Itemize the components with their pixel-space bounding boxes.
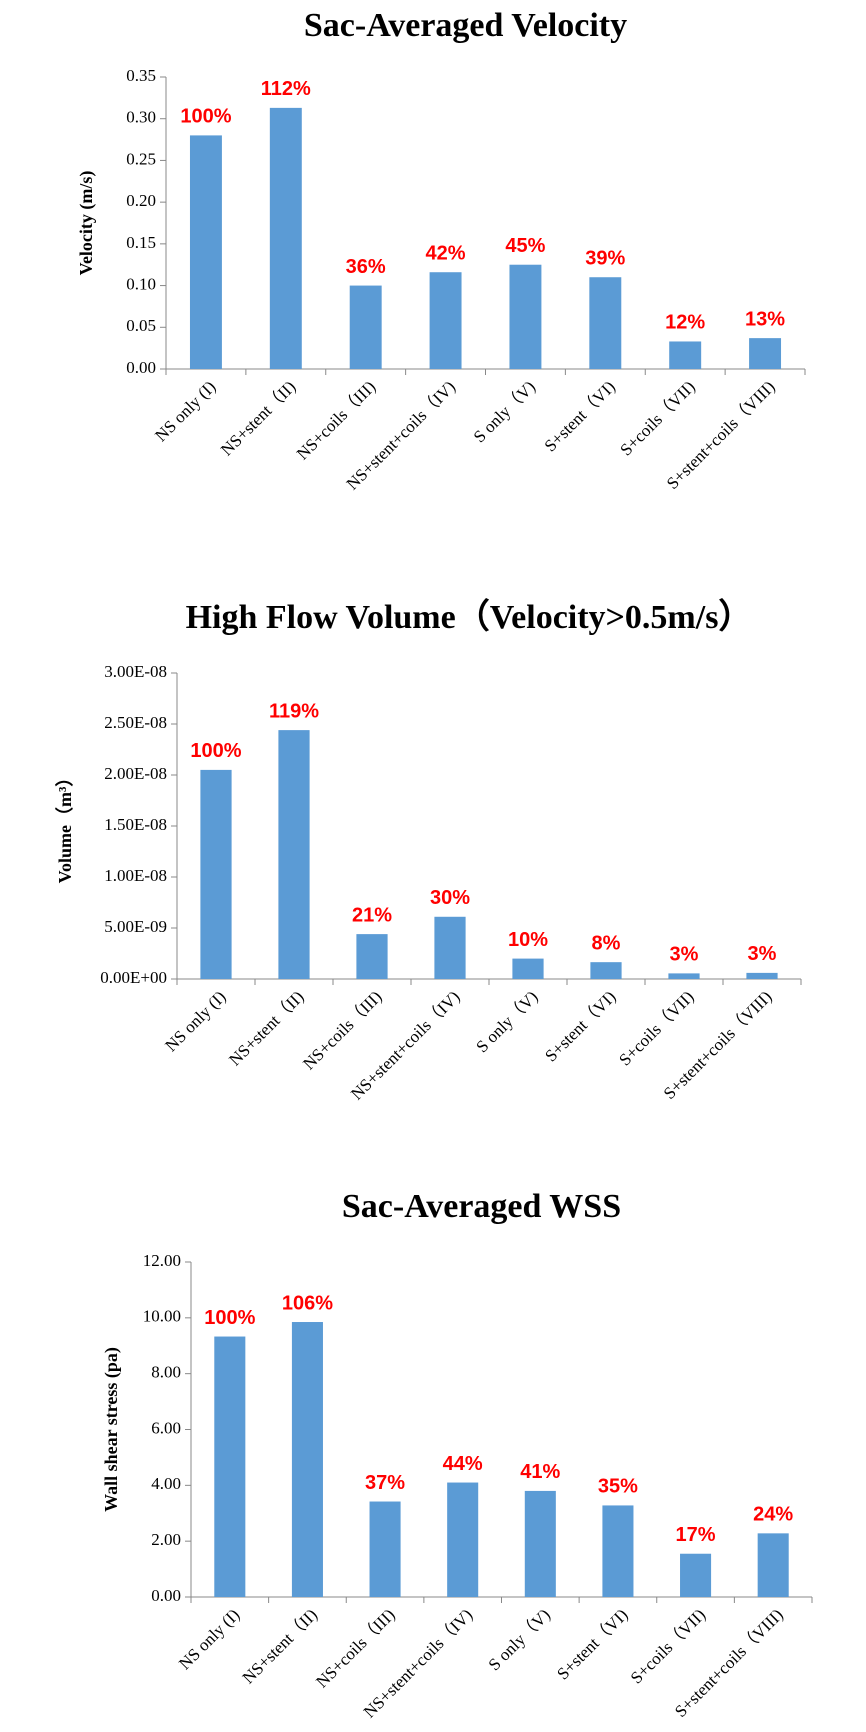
bar — [189, 135, 222, 369]
x-tick-label: NS+coils（III) — [293, 377, 379, 463]
x-tick-label: NS+coils（III) — [299, 987, 385, 1073]
bar-label: 42% — [426, 243, 466, 265]
y-axis-label: Volume（m³） — [55, 769, 75, 884]
bar-label: 30% — [430, 887, 470, 909]
bar — [214, 1336, 246, 1597]
x-tick-label: NS only (I) — [151, 377, 219, 445]
bar-label: 3% — [748, 943, 777, 965]
x-tick-label: NS+stent（II) — [239, 1605, 321, 1687]
y-tick-label: 12.00 — [143, 1251, 181, 1270]
bar — [668, 973, 700, 979]
x-tick-label: S+coils（VII) — [615, 987, 697, 1069]
x-tick-label: S+stent（VI) — [541, 377, 619, 455]
y-tick-label: 0.10 — [126, 274, 156, 293]
chart-title: High Flow Volume（Velocity>0.5m/s） — [186, 597, 753, 636]
chart-title: Sac-Averaged WSS — [342, 1188, 621, 1225]
bar-label: 100% — [190, 740, 241, 762]
y-tick-label: 0.25 — [126, 149, 156, 168]
x-tick-label: S only（V) — [472, 987, 541, 1056]
bar-label: 44% — [443, 1453, 483, 1475]
bar-label: 119% — [269, 700, 319, 722]
bar-label: 106% — [282, 1292, 333, 1314]
bar-label: 100% — [204, 1307, 255, 1329]
bar-label: 3% — [670, 944, 699, 966]
bar — [278, 730, 310, 979]
y-tick-label: 3.00E-08 — [104, 662, 167, 681]
chart-title: Sac-Averaged Velocity — [304, 7, 627, 44]
y-axis-label: Wall shear stress (pa) — [101, 1347, 122, 1512]
bar — [291, 1322, 323, 1597]
bar — [447, 1482, 479, 1597]
bar — [269, 107, 302, 370]
bar-label: 36% — [346, 256, 386, 278]
y-tick-label: 0.35 — [126, 66, 156, 85]
bar — [590, 962, 622, 979]
x-tick-label: S+stent（VI) — [541, 987, 619, 1065]
x-tick-label: NS+stent（II) — [217, 377, 299, 459]
bar-label: 39% — [585, 248, 625, 270]
y-tick-label: 6.00 — [151, 1418, 181, 1437]
bar — [757, 1533, 789, 1597]
y-tick-label: 0.15 — [126, 233, 156, 252]
y-tick-label: 10.00 — [143, 1307, 181, 1326]
y-tick-label: 5.00E-09 — [104, 917, 167, 936]
bar — [749, 338, 782, 369]
bar-label: 21% — [352, 904, 392, 926]
bar-label: 41% — [520, 1461, 560, 1483]
bar-label: 10% — [508, 929, 548, 951]
bar — [524, 1490, 556, 1597]
bar — [434, 916, 466, 979]
bar — [746, 972, 778, 979]
y-tick-label: 0.00 — [151, 1586, 181, 1605]
x-tick-label: S only（V) — [485, 1605, 554, 1674]
y-tick-label: 0.20 — [126, 191, 156, 210]
y-tick-label: 0.30 — [126, 108, 156, 127]
y-tick-label: 2.50E-08 — [104, 713, 167, 732]
bar-label: 13% — [745, 308, 785, 330]
x-tick-label: S+stent（VI) — [553, 1605, 631, 1683]
y-tick-label: 0.00 — [126, 358, 156, 377]
bar-label: 100% — [180, 106, 231, 128]
y-tick-label: 1.00E-08 — [104, 866, 167, 885]
y-tick-label: 0.05 — [126, 316, 156, 335]
bar-label: 8% — [592, 932, 621, 954]
y-axis-label: Velocity (m/s) — [76, 171, 97, 276]
x-tick-label: S only（V) — [470, 377, 539, 446]
bar — [429, 272, 462, 369]
bar-label: 45% — [505, 235, 545, 257]
y-tick-label: 1.50E-08 — [104, 815, 167, 834]
x-tick-label: NS only (I) — [161, 987, 229, 1055]
x-tick-label: NS+stent（II) — [225, 987, 307, 1069]
bar-label: 17% — [676, 1524, 716, 1546]
y-tick-label: 8.00 — [151, 1363, 181, 1382]
bar-label: 12% — [665, 312, 705, 334]
bar — [349, 285, 382, 369]
bar — [356, 934, 388, 979]
bar — [509, 264, 542, 369]
bar — [200, 769, 232, 979]
bar — [680, 1553, 712, 1597]
y-tick-label: 2.00 — [151, 1530, 181, 1549]
x-tick-label: S+coils（VII) — [627, 1605, 709, 1687]
bar — [369, 1501, 401, 1597]
bar — [589, 277, 622, 369]
x-tick-label: NS only (I) — [175, 1605, 243, 1673]
bar — [512, 958, 544, 979]
bar — [602, 1505, 634, 1597]
x-tick-label: NS+coils（III) — [312, 1605, 398, 1691]
y-tick-label: 0.00E+00 — [100, 968, 167, 987]
y-tick-label: 4.00 — [151, 1474, 181, 1493]
bar-label: 35% — [598, 1476, 638, 1498]
bar-label: 24% — [753, 1504, 793, 1526]
y-tick-label: 2.00E-08 — [104, 764, 167, 783]
x-tick-label: S+coils（VII) — [616, 377, 698, 459]
bar — [669, 341, 702, 369]
bar-label: 112% — [261, 78, 311, 100]
bar-label: 37% — [365, 1472, 405, 1494]
